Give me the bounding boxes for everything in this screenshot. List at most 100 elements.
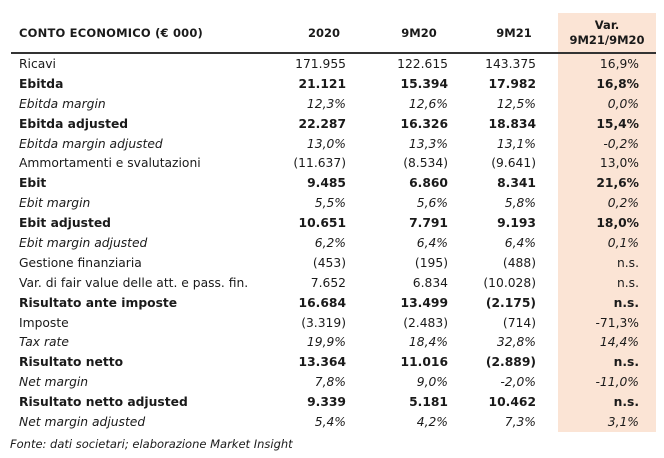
cell-9m21: (714) [502,315,536,330]
cell-9m21: (2.889) [485,355,536,370]
table-row: Ebitda adjusted 22.287 16.326 18.834 15,… [11,113,656,134]
cell-9m20: 6.834 [412,275,448,290]
table-row: Ammortamenti e svalutazioni (11.637) (8.… [11,153,656,174]
cell-9m20: 16.326 [400,116,448,131]
table-row: Gestione finanziaria (453) (195) (488) n… [11,252,656,273]
cell-9m20: 12,6% [408,96,448,111]
cell-2020: (11.637) [293,156,346,171]
column-header-variation: Var. 9M21/9M20 [558,13,656,53]
cell-9m21: 5,8% [504,196,536,211]
cell-9m21: 7,3% [504,414,536,429]
row-label: Ammortamenti e svalutazioni [19,156,201,171]
row-label: Net margin [19,375,89,390]
cell-9m21: 143.375 [485,56,536,71]
cell-variation: -0,2% [558,133,656,154]
cell-9m21: (10.028) [483,275,536,290]
row-label: Ebit [19,176,47,191]
cell-2020: 13.364 [298,355,346,370]
table-row: Ebitda 21.121 15.394 17.982 16,8% [11,73,656,94]
cell-variation: 0,1% [558,233,656,253]
row-label: Ebitda margin adjusted [19,136,163,151]
cell-9m21: 32,8% [496,335,536,350]
cell-9m21: (9.641) [491,156,536,171]
cell-variation: 0,2% [558,193,656,214]
cell-9m20: 9,0% [416,375,448,390]
row-label: Ebitda [19,76,64,91]
cell-9m20: 13.499 [400,295,448,310]
cell-9m21: 17.982 [488,76,536,91]
cell-9m20: 4,2% [416,414,448,429]
cell-variation: -71,3% [558,312,656,333]
cell-9m20: (8.534) [403,156,448,171]
cell-2020: (453) [312,255,346,270]
cell-9m20: 6.860 [409,176,448,191]
cell-variation: 21,6% [558,173,656,194]
table-row: Var. di fair value delle att. e pass. fi… [11,272,656,293]
cell-2020: 21.121 [298,76,346,91]
cell-variation: 16,9% [558,53,656,74]
cell-2020: 10.651 [298,216,346,231]
income-statement-table: CONTO ECONOMICO (€ 000) 2020 9M20 9M21 V… [11,13,656,432]
cell-variation: 16,8% [558,73,656,94]
cell-variation: 13,0% [558,153,656,174]
cell-2020: 7,8% [314,375,346,390]
cell-2020: 171.955 [295,56,346,71]
cell-9m20: 11.016 [400,355,448,370]
cell-2020: 7.652 [310,275,346,290]
row-label: Var. di fair value delle att. e pass. fi… [19,275,249,290]
row-label: Gestione finanziaria [19,255,142,270]
cell-9m21: 10.462 [488,395,536,410]
cell-9m20: 18,4% [408,335,448,350]
table-row: Net margin 7,8% 9,0% -2,0% -11,0% [11,372,656,393]
table-row: Risultato netto adjusted 9.339 5.181 10.… [11,392,656,413]
cell-2020: 9.339 [307,395,346,410]
cell-9m21: 9.193 [497,216,536,231]
cell-variation: 14,4% [558,332,656,353]
table-row: Ebit margin adjusted 6,2% 6,4% 6,4% 0,1% [11,233,656,253]
cell-9m20: 122.615 [397,56,448,71]
cell-variation: 3,1% [558,412,656,432]
cell-variation: n.s. [558,392,656,413]
cell-2020: 22.287 [298,116,346,131]
cell-2020: 19,9% [306,335,346,350]
row-label: Ebit margin [19,196,91,211]
table-row: Ebit adjusted 10.651 7.791 9.193 18,0% [11,213,656,234]
cell-variation: 15,4% [558,113,656,134]
cell-variation: n.s. [558,352,656,373]
cell-2020: 12,3% [306,96,346,111]
cell-2020: (3.319) [301,315,346,330]
cell-9m20: 13,3% [408,136,448,151]
cell-9m20: 5,6% [416,196,448,211]
row-label: Tax rate [19,335,69,350]
cell-9m20: (195) [414,255,448,270]
table-row: Ebit margin 5,5% 5,6% 5,8% 0,2% [11,193,656,214]
row-label: Ebit adjusted [19,216,111,231]
cell-2020: 16.684 [298,295,346,310]
cell-9m20: (2.483) [403,315,448,330]
row-label: Risultato netto adjusted [19,395,188,410]
table-row: Ebitda margin 12,3% 12,6% 12,5% 0,0% [11,93,656,114]
row-label: Net margin adjusted [19,414,146,429]
cell-9m21: 18.834 [488,116,536,131]
cell-variation: n.s. [558,272,656,293]
cell-9m21: 13,1% [496,136,536,151]
cell-9m21: -2,0% [500,375,536,390]
row-label: Risultato ante imposte [19,295,178,310]
cell-2020: 9.485 [307,176,346,191]
row-label: Ebitda margin [19,96,106,111]
row-label: Ricavi [19,56,56,71]
cell-9m20: 7.791 [409,216,448,231]
cell-9m20: 6,4% [416,235,448,250]
cell-variation: n.s. [558,252,656,273]
table-row: Ebitda margin adjusted 13,0% 13,3% 13,1%… [11,133,656,154]
cell-9m21: 12,5% [496,96,536,111]
cell-2020: 5,4% [314,414,346,429]
cell-variation: 18,0% [558,213,656,234]
cell-9m20: 5.181 [409,395,448,410]
table-row: Risultato ante imposte 16.684 13.499 (2.… [11,292,656,313]
row-label: Risultato netto [19,355,124,370]
cell-9m20: 15.394 [400,76,448,91]
variation-header-line1: Var. [594,17,620,32]
table-row: Ebit 9.485 6.860 8.341 21,6% [11,173,656,194]
cell-9m21: 8.341 [497,176,536,191]
